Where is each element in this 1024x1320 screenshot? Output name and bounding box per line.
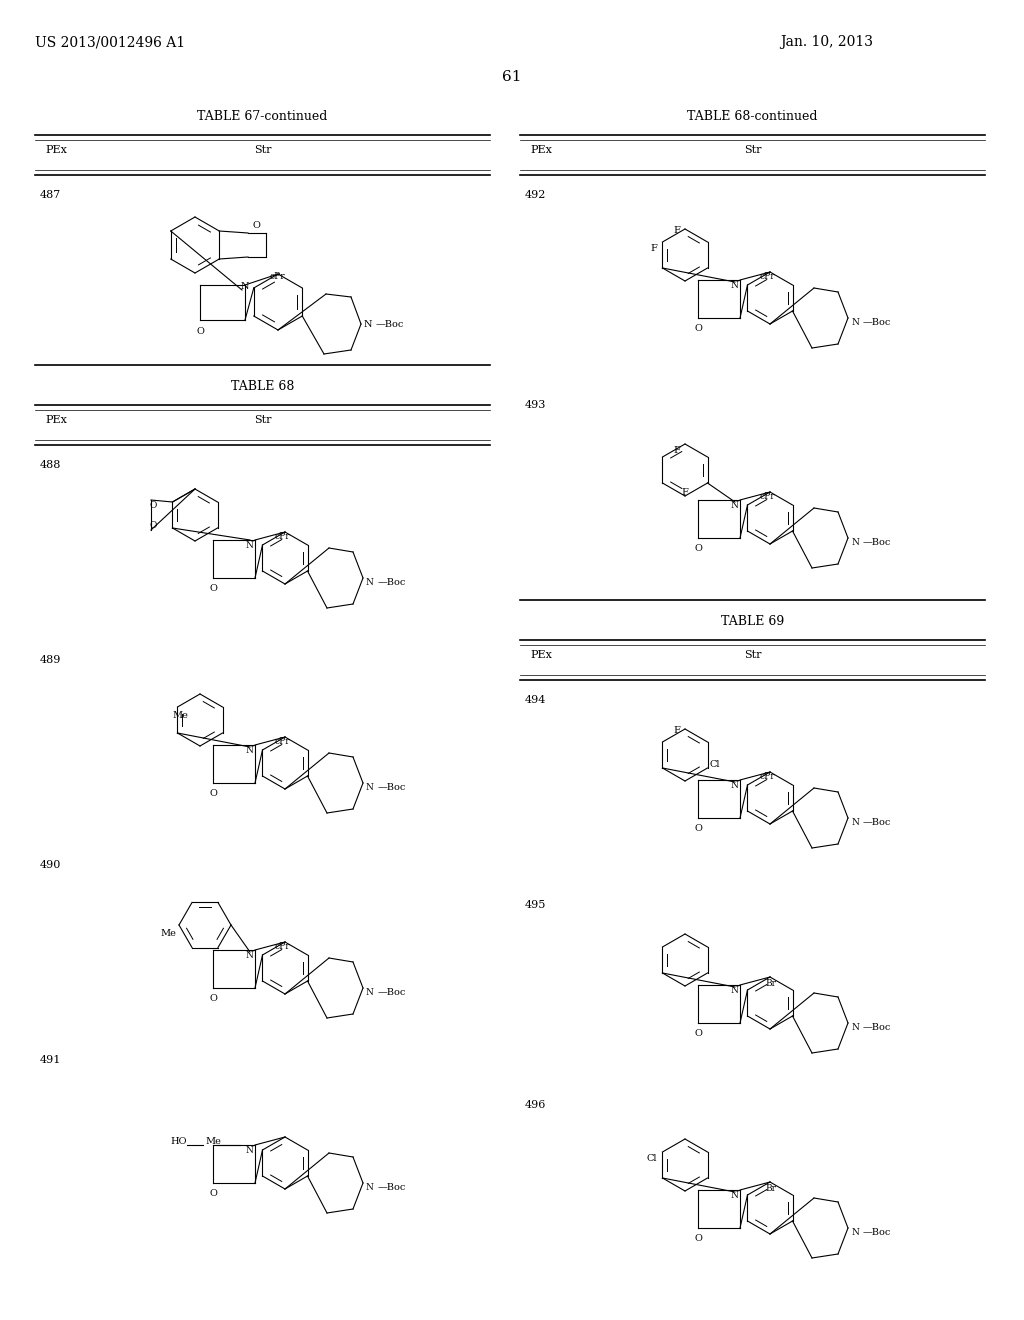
Text: —Boc: —Boc xyxy=(863,1023,891,1032)
Text: cPr: cPr xyxy=(275,737,291,746)
Text: O: O xyxy=(150,521,157,531)
Text: Str: Str xyxy=(254,414,271,425)
Text: N: N xyxy=(851,318,859,327)
Text: Br: Br xyxy=(765,1184,776,1193)
Text: 488: 488 xyxy=(40,459,61,470)
Text: 495: 495 xyxy=(525,900,547,909)
Text: Str: Str xyxy=(743,145,761,154)
Text: —Boc: —Boc xyxy=(863,539,891,546)
Text: 493: 493 xyxy=(525,400,547,411)
Text: N: N xyxy=(245,746,253,755)
Text: cPr: cPr xyxy=(270,272,286,281)
Text: cPr: cPr xyxy=(760,772,775,781)
Text: Cl: Cl xyxy=(710,760,720,770)
Text: Me: Me xyxy=(160,929,176,939)
Text: TABLE 68: TABLE 68 xyxy=(230,380,294,393)
Text: 491: 491 xyxy=(40,1055,61,1065)
Text: N: N xyxy=(245,541,253,550)
Text: N: N xyxy=(241,282,249,290)
Text: Str: Str xyxy=(254,145,271,154)
Text: Me: Me xyxy=(205,1137,221,1146)
Text: 489: 489 xyxy=(40,655,61,665)
Text: O: O xyxy=(694,1234,701,1243)
Text: PEx: PEx xyxy=(45,414,67,425)
Text: O: O xyxy=(694,544,701,553)
Text: HO: HO xyxy=(170,1137,186,1146)
Text: O: O xyxy=(694,824,701,833)
Text: PEx: PEx xyxy=(45,145,67,154)
Text: O: O xyxy=(252,220,260,230)
Text: O: O xyxy=(694,323,701,333)
Text: N: N xyxy=(730,986,738,995)
Text: TABLE 69: TABLE 69 xyxy=(721,615,784,628)
Text: Br: Br xyxy=(765,979,776,987)
Text: TABLE 67-continued: TABLE 67-continued xyxy=(198,110,328,123)
Text: TABLE 68-continued: TABLE 68-continued xyxy=(687,110,818,123)
Text: N: N xyxy=(366,578,374,587)
Text: O: O xyxy=(150,502,157,510)
Text: O: O xyxy=(694,1030,701,1038)
Text: —Boc: —Boc xyxy=(378,783,407,792)
Text: cPr: cPr xyxy=(275,942,291,950)
Text: 492: 492 xyxy=(525,190,547,201)
Text: US 2013/0012496 A1: US 2013/0012496 A1 xyxy=(35,36,185,49)
Text: N: N xyxy=(364,319,373,329)
Text: N: N xyxy=(245,1146,253,1155)
Text: cPr: cPr xyxy=(760,492,775,502)
Text: 490: 490 xyxy=(40,861,61,870)
Text: F: F xyxy=(682,488,688,498)
Text: PEx: PEx xyxy=(530,649,552,660)
Text: F: F xyxy=(673,446,680,455)
Text: —Boc: —Boc xyxy=(863,318,891,327)
Text: PEx: PEx xyxy=(530,145,552,154)
Text: —Boc: —Boc xyxy=(378,987,407,997)
Text: Jan. 10, 2013: Jan. 10, 2013 xyxy=(780,36,873,49)
Text: cPr: cPr xyxy=(275,532,291,541)
Text: —Boc: —Boc xyxy=(863,818,891,828)
Text: F: F xyxy=(650,244,657,253)
Text: cPr: cPr xyxy=(760,272,775,281)
Text: N: N xyxy=(730,281,738,290)
Text: O: O xyxy=(209,789,217,799)
Text: 494: 494 xyxy=(525,696,547,705)
Text: F: F xyxy=(673,726,680,735)
Text: N: N xyxy=(366,1183,374,1192)
Text: —Boc: —Boc xyxy=(376,319,404,329)
Text: —Boc: —Boc xyxy=(863,1228,891,1237)
Text: Me: Me xyxy=(172,711,188,719)
Text: N: N xyxy=(245,950,253,960)
Text: O: O xyxy=(209,583,217,593)
Text: N: N xyxy=(851,818,859,828)
Text: N: N xyxy=(366,783,374,792)
Text: N: N xyxy=(851,539,859,546)
Text: 61: 61 xyxy=(502,70,522,84)
Text: 487: 487 xyxy=(40,190,61,201)
Text: N: N xyxy=(730,1191,738,1200)
Text: 496: 496 xyxy=(525,1100,547,1110)
Text: N: N xyxy=(366,987,374,997)
Text: N: N xyxy=(730,502,738,510)
Text: —Boc: —Boc xyxy=(378,1183,407,1192)
Text: N: N xyxy=(730,781,738,789)
Text: O: O xyxy=(209,1189,217,1199)
Text: Str: Str xyxy=(743,649,761,660)
Text: O: O xyxy=(209,994,217,1003)
Text: —Boc: —Boc xyxy=(378,578,407,587)
Text: N: N xyxy=(851,1228,859,1237)
Text: N: N xyxy=(851,1023,859,1032)
Text: O: O xyxy=(196,327,204,337)
Text: F: F xyxy=(673,226,680,235)
Text: Cl: Cl xyxy=(647,1154,657,1163)
